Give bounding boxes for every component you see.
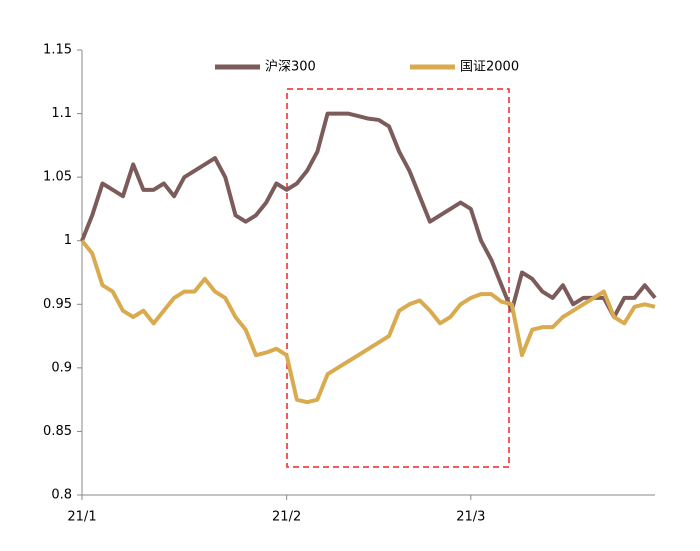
legend-label: 国证2000 (460, 60, 519, 75)
y-tick-label: 1.15 (43, 43, 72, 58)
line-series (80, 239, 656, 405)
x-tick-label: 21/1 (67, 510, 96, 525)
y-tick-label: 0.9 (51, 360, 72, 375)
y-tick-label: 1.05 (43, 170, 72, 185)
y-tick-label: 1.1 (51, 106, 72, 121)
legend-label: 沪深300 (265, 59, 316, 75)
y-tick-label: 0.8 (51, 488, 72, 503)
x-tick-label: 21/2 (272, 510, 301, 525)
y-tick-label: 0.95 (43, 297, 72, 312)
y-tick-label: 1 (64, 233, 72, 248)
y-tick-label: 0.85 (43, 424, 72, 439)
line-series (80, 111, 657, 319)
highlight-box (286, 88, 510, 468)
x-tick-label: 21/3 (456, 510, 485, 525)
